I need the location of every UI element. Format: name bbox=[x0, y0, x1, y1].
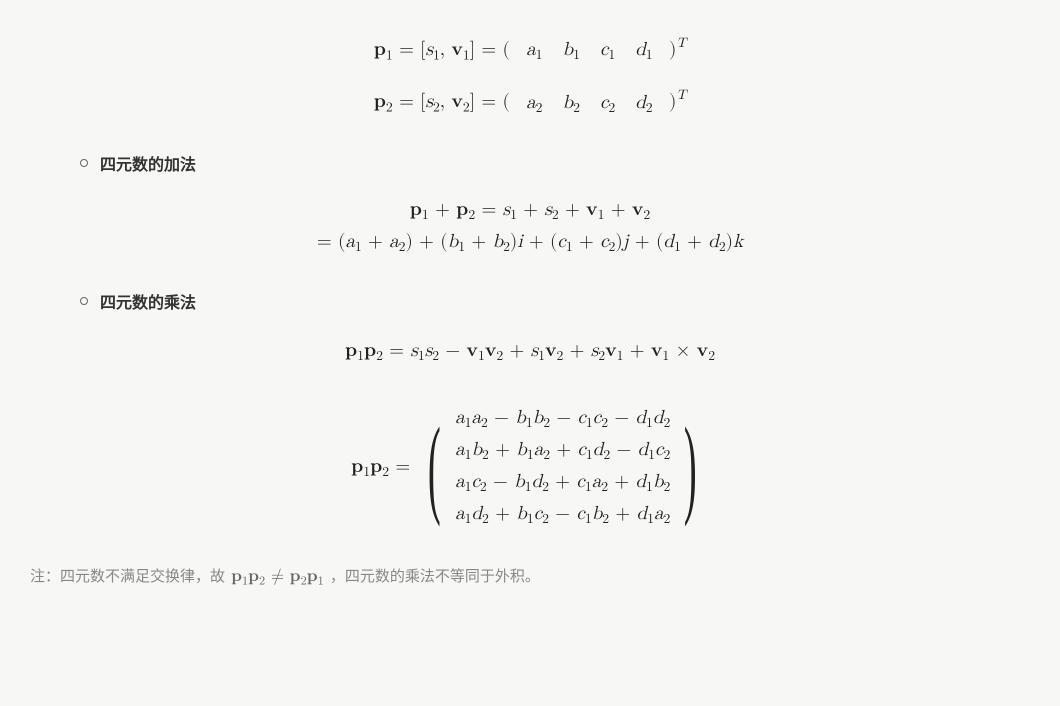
note-math: 𝐩1𝐩2 ≠ 𝐩2𝐩1 bbox=[229, 568, 326, 585]
equation-multiplication-scalar: 𝐩1𝐩2 = s1s2 − 𝐯1𝐯2 + s1𝐯2 + s2𝐯1 + 𝐯1 × … bbox=[30, 333, 1030, 369]
matrix-row: a1b2 + b1a2 + c1d2 − d1c2 bbox=[455, 435, 670, 467]
equation-addition-line1: 𝐩1 + 𝐩2 = s1 + s2 + 𝐯1 + 𝐯2 bbox=[30, 195, 1030, 227]
equation-addition: 𝐩1 + 𝐩2 = s1 + s2 + 𝐯1 + 𝐯2 = (a1 + a2) … bbox=[30, 195, 1030, 259]
heading-addition: 四元数的加法 bbox=[80, 151, 1030, 175]
heading-multiplication-label: 四元数的乘法 bbox=[100, 289, 196, 313]
matrix-row: a1a2 − b1b2 − c1c2 − d1d2 bbox=[455, 403, 670, 435]
matrix-container: ( a1a2 − b1b2 − c1c2 − d1d2 a1b2 + b1a2 … bbox=[416, 399, 708, 535]
note-prefix: 注：四元数不满足交换律，故 bbox=[30, 568, 229, 585]
heading-addition-label: 四元数的加法 bbox=[100, 151, 196, 175]
left-paren-icon: ( bbox=[428, 420, 441, 514]
equation-multiplication-matrix: 𝐩1𝐩2 = ( a1a2 − b1b2 − c1c2 − d1d2 a1b2 … bbox=[30, 399, 1030, 535]
equation-definitions: 𝐩1 = [s1, 𝐯1] = ( a1b1c1d1 )T 𝐩2 = [s2, … bbox=[30, 30, 1030, 121]
matrix-row: a1c2 − b1d2 + c1a2 + d1b2 bbox=[455, 467, 670, 499]
bullet-icon bbox=[80, 297, 88, 305]
equation-addition-line2: = (a1 + a2) + (b1 + b2)i + (c1 + c2)j + … bbox=[30, 227, 1030, 259]
equation-mult-line: 𝐩1𝐩2 = s1s2 − 𝐯1𝐯2 + s1𝐯2 + s2𝐯1 + 𝐯1 × … bbox=[30, 333, 1030, 369]
note-line: 注：四元数不满足交换律，故 𝐩1𝐩2 ≠ 𝐩2𝐩1 ，四元数的乘法不等同于外积。 bbox=[30, 565, 1030, 589]
heading-multiplication: 四元数的乘法 bbox=[80, 289, 1030, 313]
equation-mult-lhs: 𝐩1𝐩2 = bbox=[351, 457, 416, 476]
equation-p2: 𝐩2 = [s2, 𝐯2] = ( a2b2c2d2 )T bbox=[30, 82, 1030, 120]
page-container: 𝐩1 = [s1, 𝐯1] = ( a1b1c1d1 )T 𝐩2 = [s2, … bbox=[0, 0, 1060, 706]
matrix-row: a1d2 + b1c2 − c1b2 + d1a2 bbox=[455, 499, 670, 531]
right-paren-icon: ) bbox=[684, 420, 697, 514]
matrix-rows: a1a2 − b1b2 − c1c2 − d1d2 a1b2 + b1a2 + … bbox=[453, 399, 672, 535]
equation-p1: 𝐩1 = [s1, 𝐯1] = ( a1b1c1d1 )T bbox=[30, 30, 1030, 68]
note-suffix: ，四元数的乘法不等同于外积。 bbox=[330, 568, 540, 585]
bullet-icon bbox=[80, 159, 88, 167]
